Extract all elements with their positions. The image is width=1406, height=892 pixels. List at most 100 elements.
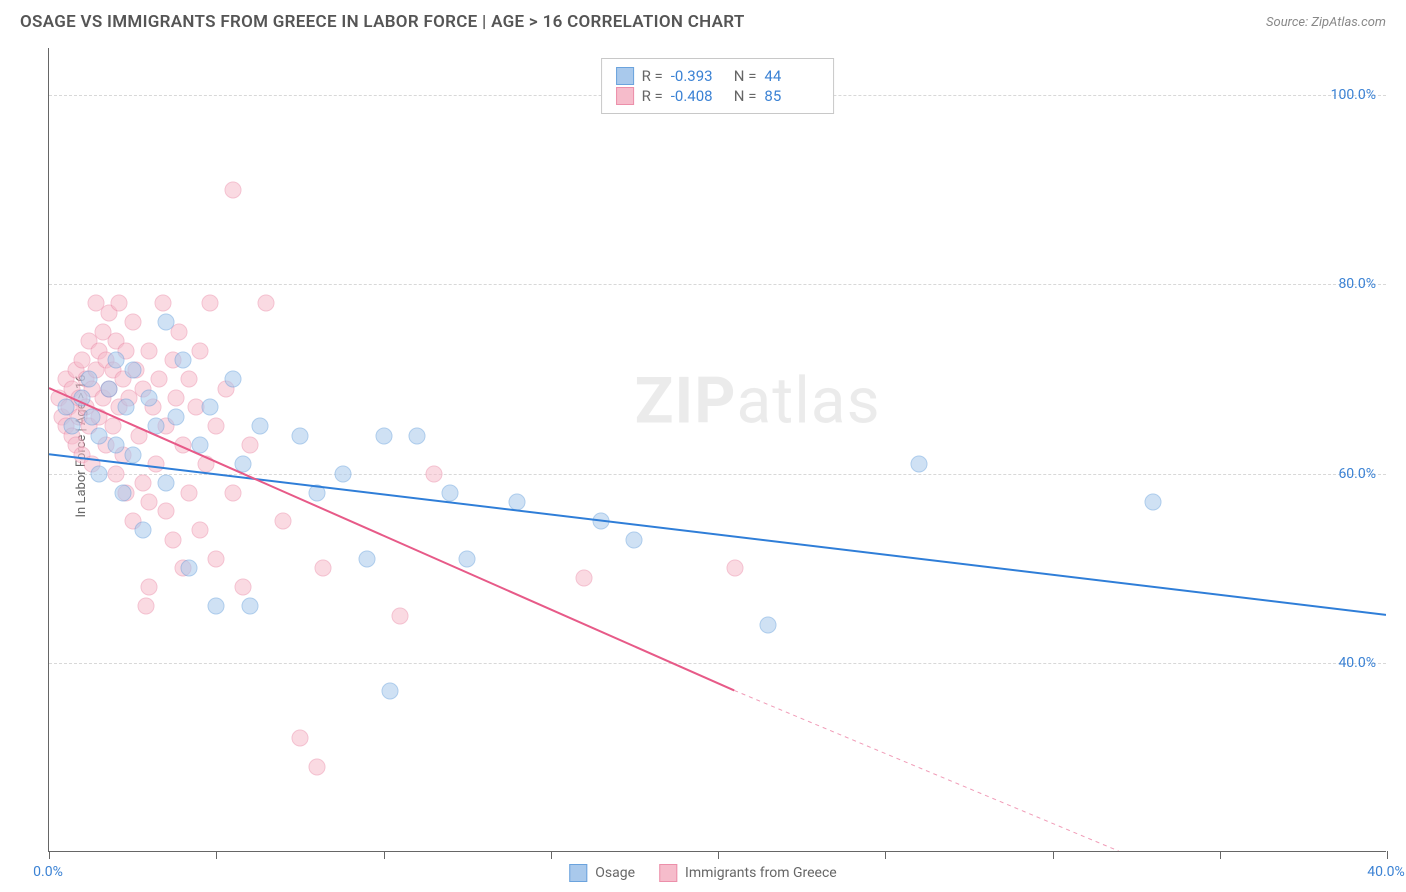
data-point <box>1144 494 1161 511</box>
data-point <box>141 579 158 596</box>
data-point <box>141 389 158 406</box>
data-point <box>910 456 927 473</box>
data-point <box>235 579 252 596</box>
data-point <box>107 437 124 454</box>
x-tick <box>49 851 50 859</box>
x-tick-label: 40.0% <box>1367 864 1405 880</box>
r-label: R = <box>642 67 663 85</box>
x-tick-label: 0.0% <box>33 864 63 880</box>
data-point <box>134 522 151 539</box>
data-point <box>124 314 141 331</box>
data-point <box>64 418 81 435</box>
n-value: 85 <box>764 87 819 105</box>
data-point <box>57 399 74 416</box>
n-label: N = <box>734 87 757 105</box>
y-tick-label: 40.0% <box>1338 655 1376 671</box>
data-point <box>81 371 98 388</box>
data-point <box>201 295 218 312</box>
x-tick <box>1053 851 1054 859</box>
data-point <box>241 437 258 454</box>
data-point <box>425 465 442 482</box>
data-point <box>174 437 191 454</box>
data-point <box>174 352 191 369</box>
data-point <box>408 427 425 444</box>
data-point <box>74 389 91 406</box>
data-point <box>131 427 148 444</box>
data-point <box>235 456 252 473</box>
data-point <box>114 484 131 501</box>
data-point <box>208 550 225 567</box>
data-point <box>148 456 165 473</box>
data-point <box>168 408 185 425</box>
gridline <box>49 284 1386 285</box>
data-point <box>154 295 171 312</box>
r-value: -0.408 <box>671 87 726 105</box>
data-point <box>124 446 141 463</box>
data-point <box>308 758 325 775</box>
data-point <box>442 484 459 501</box>
x-tick <box>384 851 385 859</box>
x-tick <box>718 851 719 859</box>
data-point <box>576 569 593 586</box>
legend-swatch <box>659 864 677 882</box>
data-point <box>375 427 392 444</box>
gridline <box>49 663 1386 664</box>
stats-row: R =-0.408N =85 <box>616 87 820 105</box>
legend-swatch <box>616 87 634 105</box>
data-point <box>168 389 185 406</box>
chart-plot-area: 40.0%60.0%80.0%100.0% ZIPatlas R =-0.393… <box>48 48 1386 852</box>
data-point <box>382 683 399 700</box>
n-label: N = <box>734 67 757 85</box>
data-point <box>315 560 332 577</box>
data-point <box>124 361 141 378</box>
data-point <box>84 408 101 425</box>
gridline <box>49 474 1386 475</box>
chart-source: Source: ZipAtlas.com <box>1266 15 1386 30</box>
data-point <box>251 418 268 435</box>
x-tick <box>1387 851 1388 859</box>
data-point <box>224 484 241 501</box>
data-point <box>291 427 308 444</box>
data-point <box>275 512 292 529</box>
r-value: -0.393 <box>671 67 726 85</box>
data-point <box>117 399 134 416</box>
legend-label: Immigrants from Greece <box>685 865 837 881</box>
data-point <box>191 342 208 359</box>
data-point <box>158 503 175 520</box>
data-point <box>224 371 241 388</box>
data-point <box>148 418 165 435</box>
data-point <box>241 598 258 615</box>
chart-title: OSAGE VS IMMIGRANTS FROM GREECE IN LABOR… <box>20 12 745 32</box>
x-tick <box>885 851 886 859</box>
data-point <box>592 512 609 529</box>
data-point <box>392 607 409 624</box>
data-point <box>91 427 108 444</box>
data-point <box>258 295 275 312</box>
legend-swatch <box>569 864 587 882</box>
x-tick <box>216 851 217 859</box>
y-tick-label: 80.0% <box>1338 276 1376 292</box>
data-point <box>335 465 352 482</box>
data-point <box>158 314 175 331</box>
data-point <box>107 465 124 482</box>
data-point <box>198 456 215 473</box>
data-point <box>158 475 175 492</box>
data-point <box>208 418 225 435</box>
chart-header: OSAGE VS IMMIGRANTS FROM GREECE IN LABOR… <box>0 0 1406 42</box>
legend-item: Osage <box>569 864 635 882</box>
legend-item: Immigrants from Greece <box>659 864 837 882</box>
data-point <box>101 380 118 397</box>
data-point <box>141 342 158 359</box>
data-point <box>459 550 476 567</box>
data-point <box>181 371 198 388</box>
data-point <box>111 295 128 312</box>
data-point <box>191 522 208 539</box>
data-point <box>107 352 124 369</box>
correlation-stats-box: R =-0.393N =44R =-0.408N =85 <box>601 58 835 114</box>
x-tick <box>551 851 552 859</box>
data-point <box>224 181 241 198</box>
data-point <box>151 371 168 388</box>
x-tick <box>1220 851 1221 859</box>
data-point <box>191 437 208 454</box>
data-point <box>291 730 308 747</box>
